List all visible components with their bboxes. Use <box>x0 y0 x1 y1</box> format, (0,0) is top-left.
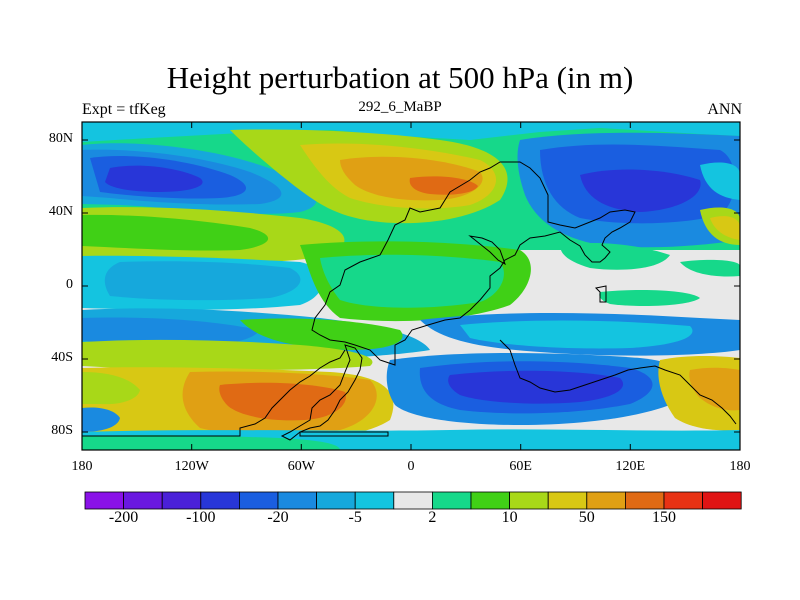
colorbar-label: -100 <box>186 509 216 526</box>
lat-label-eq: 0 <box>66 277 73 292</box>
colorbar <box>84 491 742 510</box>
colorbar-box-2 <box>161 491 202 510</box>
colorbar-box-0 <box>84 491 124 510</box>
colorbar-label: 10 <box>501 509 518 526</box>
period-label: 292_6_MaBP <box>358 99 442 115</box>
colorbar-box-14 <box>625 491 665 510</box>
colorbar-box-15 <box>663 491 703 510</box>
colorbar-box-6 <box>316 491 356 510</box>
lon-label-120w: 120W <box>174 459 209 474</box>
lon-label-0: 0 <box>407 459 415 474</box>
lat-label-80s: 80S <box>51 423 73 438</box>
experiment-label: Expt = tfKeg <box>82 101 166 118</box>
colorbar-box-3 <box>200 491 240 510</box>
lon-label-120e: 120E <box>615 459 646 474</box>
colorbar-box-13 <box>586 491 626 510</box>
lon-label-60e: 60E <box>509 459 532 474</box>
plot-title: Height perturbation at 500 hPa (in m) <box>166 60 634 95</box>
colorbar-label: 2 <box>428 509 437 526</box>
colorbar-box-10 <box>470 491 510 510</box>
lon-label-180e: 180 <box>729 459 751 474</box>
colorbar-box-8 <box>393 491 433 510</box>
colorbar-label: -5 <box>348 509 362 526</box>
lat-label-80n: 80N <box>48 131 73 146</box>
coastline-outlines <box>82 161 737 441</box>
colorbar-box-1 <box>123 491 163 510</box>
contour-field <box>82 122 740 450</box>
colorbar-box-4 <box>238 491 279 510</box>
colorbar-label: 150 <box>652 509 676 526</box>
colorbar-label: -200 <box>108 509 139 526</box>
colorbar-box-16 <box>702 491 742 510</box>
colorbar-box-11 <box>509 491 549 510</box>
lon-label-60w: 60W <box>287 459 315 474</box>
colorbar-box-7 <box>354 491 395 510</box>
colorbar-label: 50 <box>578 509 595 526</box>
lat-label-40n: 40N <box>48 204 73 219</box>
season-label: ANN <box>707 101 742 118</box>
colorbar-box-12 <box>547 491 588 510</box>
colorbar-box-9 <box>431 491 472 510</box>
axis-ticks <box>82 122 740 450</box>
colorbar-box-5 <box>277 491 317 510</box>
lon-label-180w: 180 <box>71 459 93 474</box>
colorbar-label: -20 <box>267 509 289 526</box>
lat-label-40s: 40S <box>51 350 73 365</box>
